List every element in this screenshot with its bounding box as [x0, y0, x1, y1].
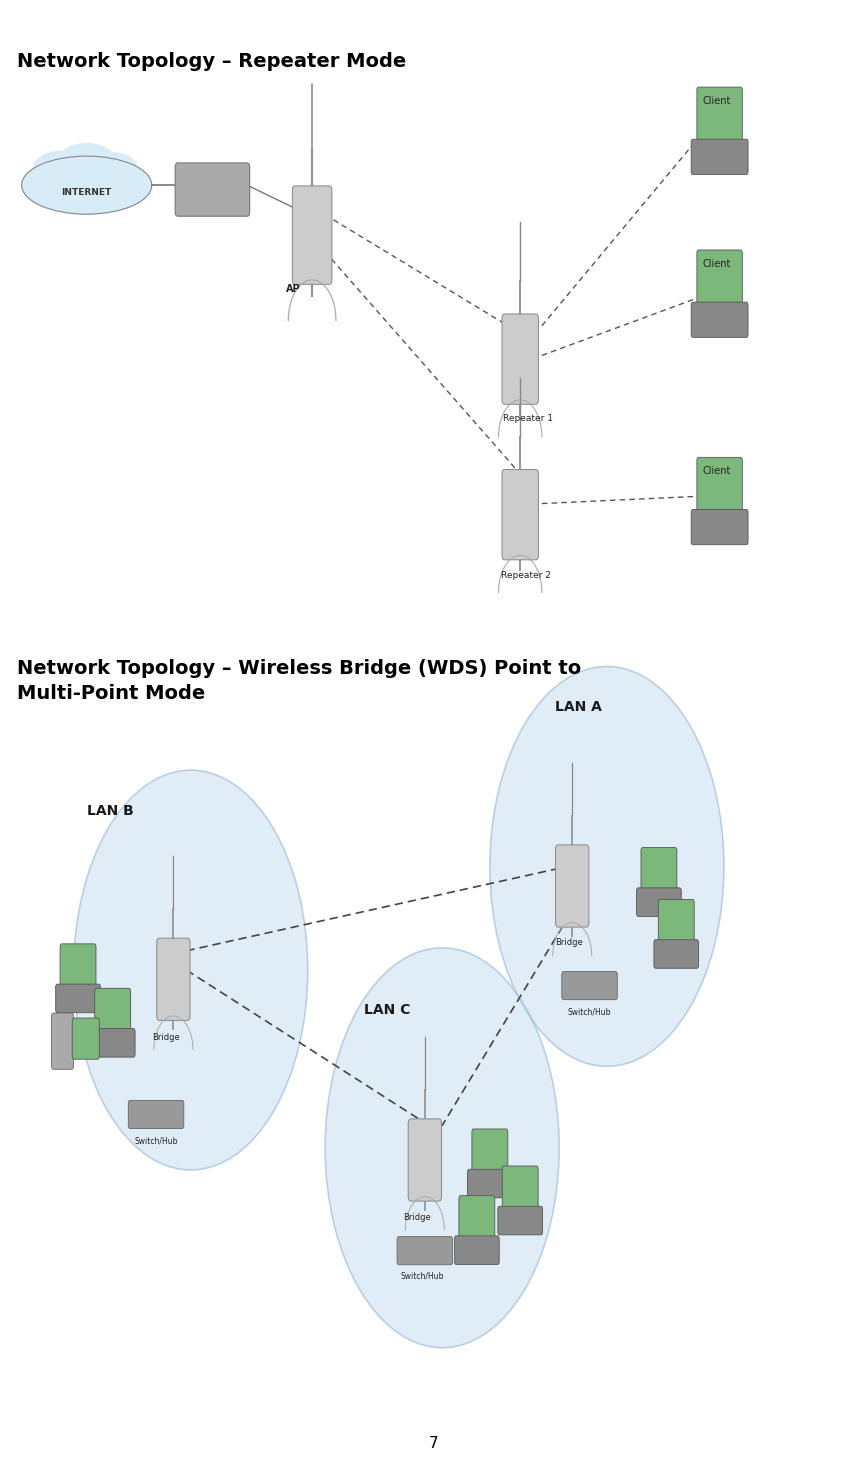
FancyBboxPatch shape [52, 1013, 74, 1069]
FancyBboxPatch shape [697, 458, 742, 515]
Circle shape [325, 948, 559, 1348]
FancyBboxPatch shape [556, 844, 589, 927]
FancyBboxPatch shape [641, 847, 677, 893]
FancyBboxPatch shape [90, 1028, 135, 1057]
FancyBboxPatch shape [157, 939, 190, 1020]
FancyBboxPatch shape [658, 899, 694, 946]
Ellipse shape [104, 190, 135, 206]
Text: Repeater 1: Repeater 1 [503, 413, 553, 422]
FancyBboxPatch shape [502, 314, 538, 404]
Circle shape [490, 666, 724, 1066]
FancyBboxPatch shape [454, 1235, 499, 1265]
FancyBboxPatch shape [691, 139, 748, 175]
Text: LAN A: LAN A [555, 701, 602, 714]
Text: 7: 7 [428, 1437, 439, 1451]
Text: Client: Client [702, 96, 731, 105]
FancyBboxPatch shape [128, 1100, 184, 1129]
Text: Bridge: Bridge [152, 1032, 179, 1041]
FancyBboxPatch shape [691, 302, 748, 338]
Text: AP: AP [286, 284, 301, 293]
FancyBboxPatch shape [654, 940, 699, 969]
FancyBboxPatch shape [636, 887, 681, 917]
Ellipse shape [34, 151, 88, 185]
FancyBboxPatch shape [472, 1129, 508, 1176]
FancyBboxPatch shape [175, 163, 250, 216]
FancyBboxPatch shape [562, 972, 617, 1000]
Text: Network Topology – Repeater Mode: Network Topology – Repeater Mode [17, 52, 407, 71]
Text: LAN B: LAN B [87, 804, 134, 818]
FancyBboxPatch shape [408, 1120, 441, 1201]
Text: Network Topology – Wireless Bridge (WDS) Point to
Multi-Point Mode: Network Topology – Wireless Bridge (WDS)… [17, 659, 582, 703]
Text: Bridge: Bridge [555, 937, 583, 946]
Text: Client: Client [702, 259, 731, 268]
FancyBboxPatch shape [60, 943, 96, 989]
FancyBboxPatch shape [691, 509, 748, 545]
Ellipse shape [22, 156, 152, 215]
Ellipse shape [88, 153, 137, 184]
FancyBboxPatch shape [72, 1017, 99, 1059]
Ellipse shape [39, 190, 69, 206]
FancyBboxPatch shape [502, 1166, 538, 1211]
FancyBboxPatch shape [697, 87, 742, 145]
Text: INTERNET: INTERNET [62, 188, 112, 197]
FancyBboxPatch shape [697, 250, 742, 308]
Text: Bridge: Bridge [403, 1213, 431, 1222]
Text: Switch/Hub: Switch/Hub [134, 1136, 178, 1145]
Circle shape [74, 770, 308, 1170]
FancyBboxPatch shape [502, 469, 538, 560]
Text: Client: Client [702, 467, 731, 475]
Text: LAN C: LAN C [364, 1004, 410, 1017]
Text: Switch/Hub: Switch/Hub [568, 1007, 611, 1016]
FancyBboxPatch shape [467, 1170, 512, 1198]
FancyBboxPatch shape [55, 983, 101, 1013]
Text: Repeater 2: Repeater 2 [501, 570, 551, 579]
FancyBboxPatch shape [95, 988, 131, 1034]
FancyBboxPatch shape [498, 1206, 543, 1235]
FancyBboxPatch shape [459, 1195, 495, 1241]
Ellipse shape [57, 144, 116, 181]
FancyBboxPatch shape [397, 1237, 453, 1265]
Text: Switch/Hub: Switch/Hub [401, 1271, 444, 1280]
FancyBboxPatch shape [292, 185, 332, 284]
